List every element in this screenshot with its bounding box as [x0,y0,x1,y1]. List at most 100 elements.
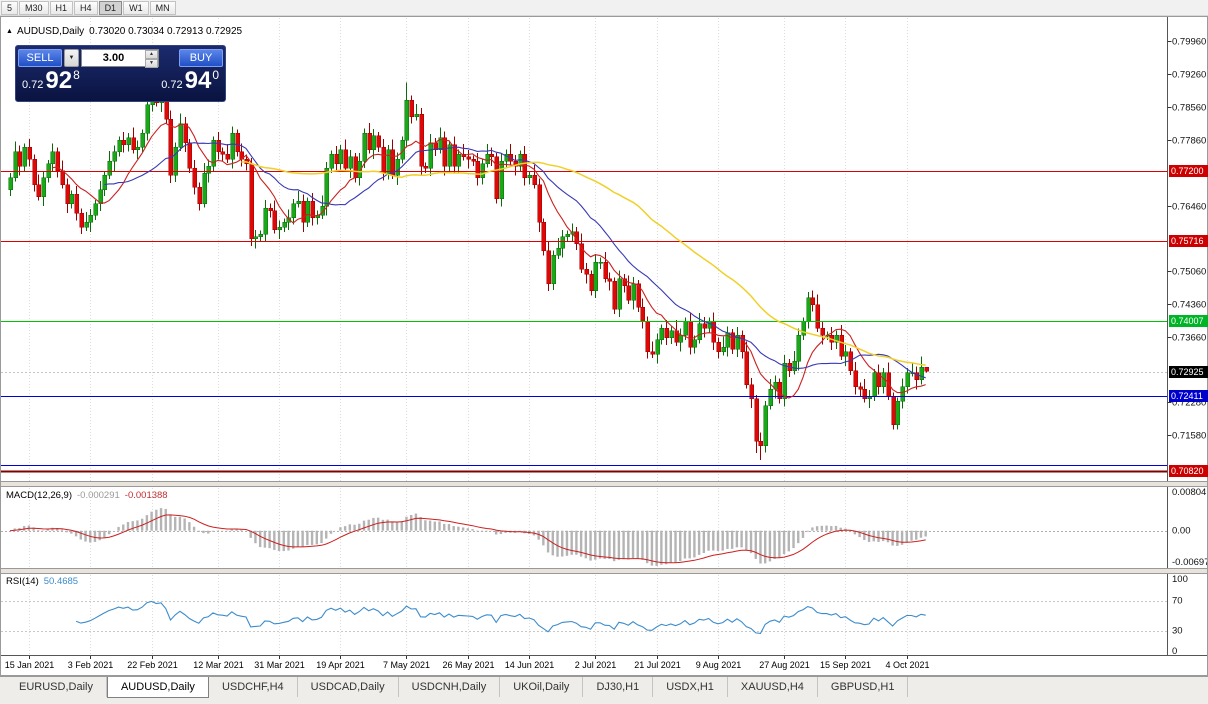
svg-text:3 Feb 2021: 3 Feb 2021 [68,660,114,670]
hline-price-tag-0.77200: 0.77200 [1169,165,1208,177]
volume-spinner: ▲ ▼ [145,50,158,68]
chart-tab-GBPUSD-H1[interactable]: GBPUSD,H1 [818,677,909,697]
svg-text:0: 0 [1172,646,1177,657]
svg-text:9 Aug 2021: 9 Aug 2021 [696,660,742,670]
macd-indicator-label: MACD(12,26,9) -0.000291 -0.001388 [6,490,168,501]
current-price-tag: 0.72925 [1169,366,1208,378]
period-separators [29,18,908,654]
timeframe-button-W1[interactable]: W1 [123,0,149,15]
svg-text:2 Jul 2021: 2 Jul 2021 [575,660,617,670]
timeframe-button-D1[interactable]: D1 [98,0,123,15]
one-click-trading-panel: SELL ▼ ▲ ▼ BUY 0.72928 0.72940 [15,45,226,102]
sell-price-base: 0.72 [22,79,44,91]
svg-text:70: 70 [1172,596,1183,607]
svg-text:0.00: 0.00 [1172,526,1191,537]
moving-average-10 [52,122,926,399]
svg-text:0.00804: 0.00804 [1172,487,1206,498]
rsi-line [75,600,926,634]
chart-symbol-label: AUDUSD,Daily [16,26,85,37]
rsi-name: RSI(14) [6,576,39,587]
rsi-value: 50.4685 [43,576,79,587]
volume-increase-button[interactable]: ▲ [145,50,158,59]
svg-text:-0.00697: -0.00697 [1172,557,1207,568]
timeframe-button-H1[interactable]: H1 [49,0,74,15]
svg-text:31 Mar 2021: 31 Mar 2021 [254,660,305,670]
moving-average-21 [104,142,926,379]
svg-text:27 Aug 2021: 27 Aug 2021 [759,660,810,670]
svg-text:4 Oct 2021: 4 Oct 2021 [885,660,929,670]
chart-tab-AUDUSD-Daily[interactable]: AUDUSD,Daily [106,677,209,698]
buy-price-pip-digit: 0 [212,68,219,82]
hline-price-tag-0.75716: 0.75716 [1169,235,1208,247]
chart-tab-UKOil-Daily[interactable]: UKOil,Daily [500,677,584,697]
buy-quote: 0.72940 [161,68,219,94]
svg-text:30: 30 [1172,626,1183,637]
chart-tab-USDCNH-Daily[interactable]: USDCNH,Daily [399,677,501,697]
svg-text:0.79260: 0.79260 [1172,70,1206,81]
svg-text:0.78560: 0.78560 [1172,103,1206,114]
chart-title: ▲ AUDUSD,Daily 0.73020 0.73034 0.72913 0.7… [6,26,242,37]
macd-signal-line [9,514,926,564]
macd-main-value: -0.000291 [77,490,120,501]
timeframe-button-MN[interactable]: MN [149,0,176,15]
horizontal-line-objects[interactable] [1,171,1167,473]
chart-tab-DJ30-H1[interactable]: DJ30,H1 [583,677,654,697]
svg-text:15 Jan 2021: 15 Jan 2021 [5,660,55,670]
chart-ohlc-values: 0.73020 0.73034 0.72913 0.72925 [89,26,243,37]
macd-name: MACD(12,26,9) [6,490,72,501]
chart-tab-EURUSD-Daily[interactable]: EURUSD,Daily [6,677,107,697]
price-axis[interactable]: 0.79960 0.79260 0.78560 0.77860 0.76460 0.750… [1,17,1207,657]
buy-button[interactable]: BUY [179,49,223,67]
chart-tab-USDCAD-Daily[interactable]: USDCAD,Daily [298,677,399,697]
svg-text:0.74360: 0.74360 [1172,300,1206,311]
chart-tab-XAUUSD-H4[interactable]: XAUUSD,H4 [728,677,818,697]
svg-text:15 Sep 2021: 15 Sep 2021 [820,660,871,670]
svg-text:0.79960: 0.79960 [1172,37,1206,48]
hline-price-tag-0.72411: 0.72411 [1169,390,1208,402]
svg-text:7 May 2021: 7 May 2021 [383,660,430,670]
collapse-triangle-icon[interactable]: ▲ [6,28,13,35]
svg-text:26 May 2021: 26 May 2021 [442,660,494,670]
timeframe-button-M30[interactable]: M30 [19,0,49,15]
pane-divider-rsi[interactable] [1,568,1207,574]
hline-price-tag-0.74007: 0.74007 [1169,315,1208,327]
time-axis[interactable]: 15 Jan 2021 3 Feb 2021 22 Feb 2021 12 Mar 2… [5,656,930,670]
svg-text:0.71580: 0.71580 [1172,431,1206,442]
arrow-down-icon: ▼ [149,60,154,66]
sell-price-big-digits: 92 [45,67,73,94]
rsi-indicator-label: RSI(14) 50.4685 [6,576,78,587]
timeframe-toolbar: 5 M30 H1 H4 D1 W1 MN [0,0,1208,16]
sell-price-pip-digit: 8 [73,68,80,82]
chart-tabs-bar: EURUSD,Daily AUDUSD,Daily USDCHF,H4 USDCAD,… [0,676,1208,704]
trade-controls-row: SELL ▼ ▲ ▼ BUY [18,49,223,68]
chart-window: 0.79960 0.79260 0.78560 0.77860 0.76460 0.750… [0,16,1208,676]
svg-text:0.76460: 0.76460 [1172,202,1206,213]
volume-input[interactable] [82,50,145,66]
moving-average-50 [241,160,926,366]
quotes-row: 0.72928 0.72940 [16,67,225,94]
svg-text:0.75060: 0.75060 [1172,267,1206,278]
timeframe-button-5[interactable]: 5 [1,0,19,15]
volume-field-wrap: ▲ ▼ [81,49,159,68]
timeframe-button-H4[interactable]: H4 [74,0,98,15]
chart-tab-USDX-H1[interactable]: USDX,H1 [653,677,728,697]
svg-text:19 Apr 2021: 19 Apr 2021 [316,660,365,670]
chart-tab-USDCHF-H4[interactable]: USDCHF,H4 [209,677,298,697]
chart-canvas: 0.79960 0.79260 0.78560 0.77860 0.76460 0.750… [1,17,1207,670]
chevron-down-icon: ▼ [68,55,75,61]
trade-dropdown-button[interactable]: ▼ [64,49,79,67]
svg-text:12 Mar 2021: 12 Mar 2021 [193,660,244,670]
sell-button[interactable]: SELL [18,49,62,67]
candlestick-series [8,82,929,460]
macd-signal-value: -0.001388 [124,490,168,501]
svg-text:22 Feb 2021: 22 Feb 2021 [127,660,178,670]
pane-divider-macd[interactable] [1,481,1207,487]
svg-text:14 Jun 2021: 14 Jun 2021 [505,660,555,670]
svg-text:0.77860: 0.77860 [1172,136,1206,147]
macd-histogram [13,508,927,566]
volume-decrease-button[interactable]: ▼ [145,59,158,68]
sell-quote: 0.72928 [22,68,80,94]
svg-text:21 Jul 2021: 21 Jul 2021 [634,660,681,670]
buy-price-big-digits: 94 [184,67,212,94]
